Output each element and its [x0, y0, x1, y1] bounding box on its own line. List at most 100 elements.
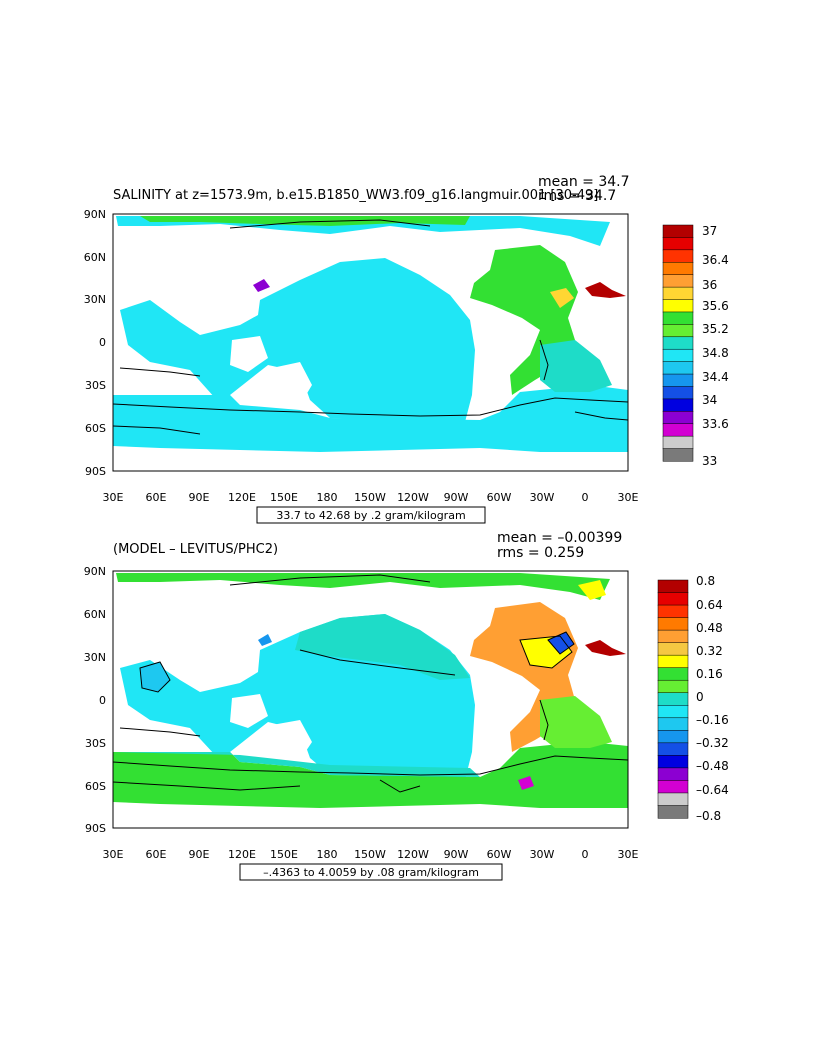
lat-label: 60S [85, 422, 106, 435]
lon-label: 0 [582, 848, 589, 861]
colorbar-label: –0.32 [696, 736, 729, 750]
colorbar-label: 0 [696, 690, 704, 704]
lon-label: 180 [317, 491, 338, 504]
colorbar-swatch [662, 311, 694, 325]
colorbar-difference-labels: 0.8 0.64 0.48 0.32 0.16 0 –0.16 –0.32 –0… [696, 574, 729, 823]
colorbar-swatch [662, 411, 694, 425]
colorbar-swatch [657, 667, 689, 681]
ocean-field-difference [113, 573, 628, 808]
panel-2-rms: rms = 0.259 [497, 545, 584, 561]
colorbar-label: –0.64 [696, 783, 729, 797]
lon-label: 180 [317, 848, 338, 861]
lon-label: 120E [228, 848, 256, 861]
colorbar-swatch [662, 435, 694, 450]
lon-axis-2: 30E 60E 90E 120E 150E 180 150W 120W 90W … [103, 848, 639, 861]
lon-label: 90E [189, 848, 210, 861]
colorbar-label: –0.48 [696, 759, 729, 773]
colorbar-label: 0.8 [696, 574, 715, 588]
lon-label: 30E [618, 491, 639, 504]
lon-label: 90E [189, 491, 210, 504]
lat-label: 90S [85, 465, 106, 478]
lon-label: 30E [103, 491, 124, 504]
colorbar-label: 34.4 [702, 370, 729, 384]
colorbar-swatch [657, 730, 689, 744]
colorbar-label: 0.48 [696, 621, 723, 635]
colorbar-swatch [657, 692, 689, 706]
colorbar-swatch [657, 679, 689, 694]
colorbar-swatch [657, 792, 689, 807]
range-box-1: 33.7 to 42.68 by .2 gram/kilogram [256, 506, 486, 524]
range-box-2: –.4363 to 4.0059 by .08 gram/kilogram [239, 863, 503, 881]
colorbar-swatch [657, 780, 689, 794]
colorbar-swatch [657, 642, 689, 656]
contours-salinity [112, 219, 629, 435]
lon-label: 30W [530, 848, 555, 861]
colorbar-swatch [662, 274, 694, 288]
colorbar-swatch [662, 373, 694, 388]
lat-label: 30N [84, 651, 106, 664]
lat-axis-1: 90N 60N 30N 0 30S 60S 90S [84, 208, 106, 478]
lat-label: 30S [85, 737, 106, 750]
colorbar-label: 34.8 [702, 346, 729, 360]
lon-label: 60E [146, 848, 167, 861]
colorbar-label: 0.16 [696, 667, 723, 681]
lat-label: 60N [84, 251, 106, 264]
lat-label: 90N [84, 565, 106, 578]
colorbar-swatch [657, 604, 689, 619]
colorbar-swatch [657, 717, 689, 731]
colorbar-label: 0.32 [696, 644, 723, 658]
colorbar-swatch [662, 398, 694, 412]
colorbar-swatch [657, 654, 689, 669]
colorbar-label: 35.6 [702, 299, 729, 313]
colorbar-label: 33.6 [702, 417, 729, 431]
panel-1-title: SALINITY at z=1573.9m, b.e15.B1850_WW3.f… [113, 188, 598, 203]
colorbar-salinity-labels: 37 36.4 36 35.6 35.2 34.8 34.4 34 33.6 3… [702, 224, 729, 468]
lat-label: 30N [84, 293, 106, 306]
panel-difference: (MODEL – LEVITUS/PHC2) mean = –0.00399 r… [84, 530, 729, 881]
colorbar-swatch [657, 592, 689, 606]
range-label: 33.7 to 42.68 by .2 gram/kilogram [276, 509, 465, 522]
lat-label: 90N [84, 208, 106, 221]
lat-axis-2: 90N 60N 30N 0 30S 60S 90S [84, 565, 106, 835]
colorbar-swatch [662, 386, 694, 400]
lon-axis-1: 30E 60E 90E 120E 150E 180 150W 120W 90W … [103, 491, 639, 504]
ocean-field-salinity [113, 216, 628, 452]
colorbar-label: 37 [702, 224, 717, 238]
panel-2-mean: mean = –0.00399 [497, 530, 622, 546]
lon-label: 0 [582, 491, 589, 504]
colorbar-swatch [662, 262, 694, 276]
colorbar-swatch [662, 224, 694, 238]
lat-label: 60N [84, 608, 106, 621]
colorbar-swatch [662, 423, 694, 437]
colorbar-swatch [662, 299, 694, 313]
colorbar-label: 33 [702, 454, 717, 468]
colorbar-label: 34 [702, 393, 717, 407]
colorbar-swatch [657, 767, 689, 781]
lat-label: 0 [99, 694, 106, 707]
colorbar-swatch [662, 249, 694, 263]
lat-label: 30S [85, 379, 106, 392]
colorbar-swatch [657, 579, 689, 594]
colorbar-swatch [662, 448, 694, 462]
colorbar-label: 36 [702, 278, 717, 292]
lon-label: 120E [228, 491, 256, 504]
colorbar-swatch [657, 705, 689, 719]
colorbar-swatch [657, 629, 689, 644]
panel-salinity: SALINITY at z=1573.9m, b.e15.B1850_WW3.f… [84, 174, 729, 524]
colorbar-swatch [662, 237, 694, 251]
colorbar-label: 36.4 [702, 253, 729, 267]
colorbar-swatch [657, 755, 689, 769]
colorbar-label: –0.8 [696, 809, 721, 823]
colorbar-label: 0.64 [696, 598, 723, 612]
lon-label: 150W [354, 491, 386, 504]
lon-label: 150E [270, 491, 298, 504]
lon-label: 150W [354, 848, 386, 861]
lon-label: 60W [487, 848, 512, 861]
lon-label: 60E [146, 491, 167, 504]
range-label: –.4363 to 4.0059 by .08 gram/kilogram [263, 866, 479, 879]
lat-label: 60S [85, 780, 106, 793]
colorbar-swatch [657, 617, 689, 631]
lon-label: 60W [487, 491, 512, 504]
colorbar-swatch [657, 805, 689, 819]
colorbar-label: 35.2 [702, 322, 729, 336]
